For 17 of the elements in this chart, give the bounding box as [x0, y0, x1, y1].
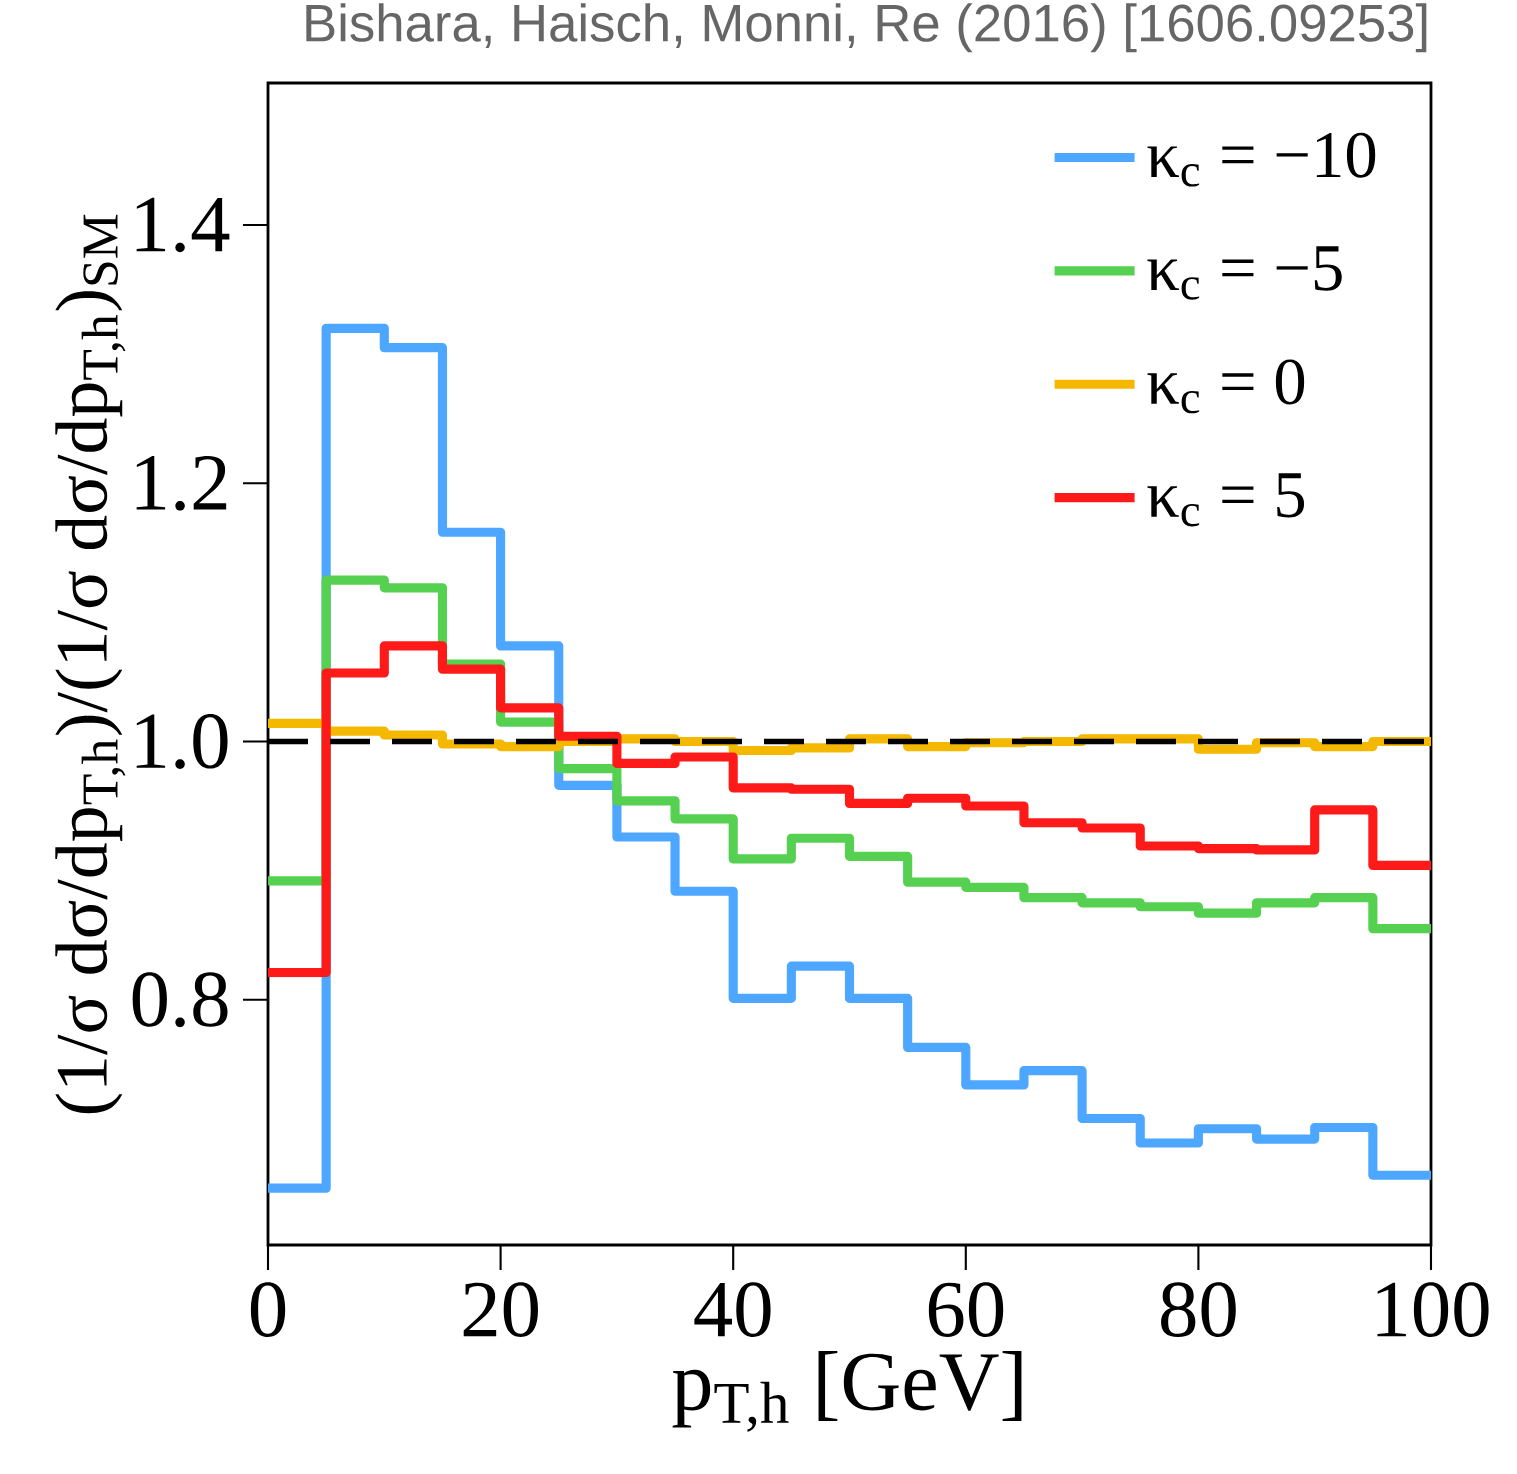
x-tick-label: 0: [250, 1282, 286, 1337]
legend-label: κ$_{c}$ = 0: [1147, 359, 1305, 414]
y-axis-title: (1/σ dσ/dp$_{T,h}$)/(1/σ dσ/dp$_{T,h}$)$_{SM}$: [55, 214, 126, 1114]
text: Bishara, Haisch, Monni, Re (2016) [1606.09253]: [306, 3, 1427, 53]
x-tick-label: 100: [1377, 1282, 1489, 1337]
x-tick-label: 40: [694, 1282, 771, 1337]
x-tick-label: 60: [928, 1282, 1004, 1337]
legend-label: κ$_{c}$ = −10: [1147, 132, 1376, 187]
legend-label: κ$_{c}$ = −5: [1147, 246, 1342, 300]
x-tick-label: 80: [1161, 1282, 1236, 1337]
legend-label: κ$_{c}$ = 5: [1147, 473, 1305, 527]
x-axis-title: p$_{T,h}$ [GeV]: [672, 1351, 1022, 1432]
y-tick-label: 0.8: [132, 972, 228, 1028]
x-tick-label: 20: [463, 1282, 538, 1337]
y-tick-label: 1.4: [136, 197, 230, 253]
y-tick-label: 1.2: [136, 455, 227, 511]
y-tick-label: 1.0: [136, 713, 228, 769]
